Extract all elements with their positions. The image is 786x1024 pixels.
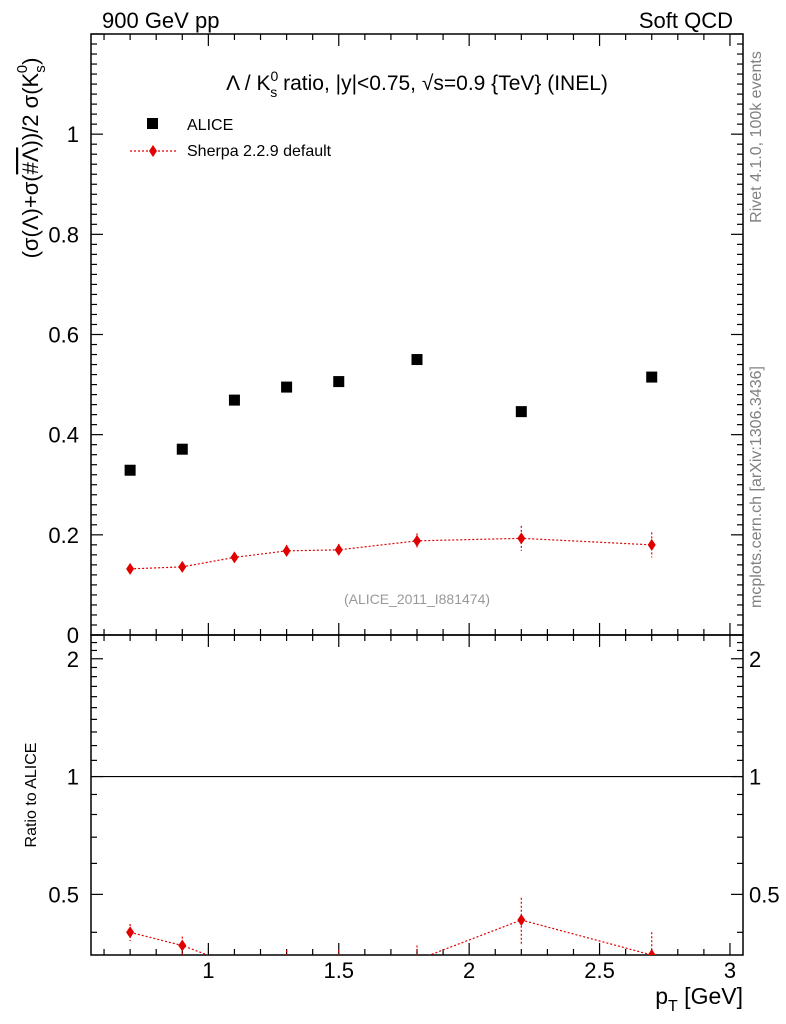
x-axis-label: pT [GeV] [655,983,743,1015]
sherpa-point [413,534,421,547]
legend-label-sherpa: Sherpa 2.2.9 default [187,143,332,160]
sherpa-ratio-point [126,926,135,939]
y-tick-label: 0.8 [48,222,79,247]
xlabel-sub: T [668,998,678,1015]
sherpa-point [230,551,239,564]
x-tick-label: 1.5 [323,958,354,983]
sherpa-point [282,544,291,557]
ylabel-part-d: ) [18,58,43,65]
title-sup: 0 [270,68,278,84]
title-sub: s [270,84,277,100]
legend: ALICE Sherpa 2.2.9 default [130,117,332,160]
x-tick-label: 2.5 [584,958,615,983]
main-y-axis-label: (σ(Λ)+σ(#Λ))/2 σ(Ks0) [14,58,49,259]
title-sqrt: √ [422,72,434,95]
ratio-y-tick-labels: 0.5 0.5 1 1 2 2 [48,647,779,908]
sherpa-ratio-point [517,914,526,927]
header-right: Soft QCD [639,8,733,33]
alice-point [411,354,423,366]
x-tick-label: 2 [463,958,475,983]
xlabel-p: p [655,983,668,1009]
sherpa-point [178,560,187,573]
ratio-y-tick-label-left: 1 [67,765,79,790]
y-tick-label: 0.6 [48,323,79,348]
sherpa-ratio-point [178,939,187,952]
sherpa-point [334,543,343,556]
sherpa-ratio-point [647,949,656,955]
x-tick-labels: 1 1.5 2 2.5 3 [202,958,736,983]
alice-point [515,406,527,418]
sherpa-ratio-point [338,953,340,955]
ylabel-part-a: (σ(Λ)+σ( [18,174,43,259]
ratio-y-tick-label-left: 0.5 [48,882,79,907]
main-axis-ticks [91,33,743,636]
ylabel-sub: s [32,65,49,73]
chart-title: Λ / K0 s ratio, |y|<0.75, √s=0.9 {TeV} (I… [226,68,608,100]
title-part-lambda: Λ / K [226,72,270,95]
x-tick-label: 3 [724,958,736,983]
sherpa-ratio-point [416,953,418,955]
sherpa-ratio-line [129,919,652,955]
alice-point [176,443,188,455]
legend-marker-sherpa [149,145,157,157]
alice-point [333,376,345,388]
mcplots-label: mcplots.cern.ch [arXiv:1306.3436] [748,366,765,608]
ratio-y-tick-label-left: 2 [67,647,79,672]
sherpa-ratio-point [285,953,288,955]
ratio-axis-ticks [91,635,743,955]
xlabel-rest: [GeV] [678,983,743,1009]
y-tick-label: 0 [67,623,79,648]
ylabel-part-c: ))/2 σ(K [18,72,43,147]
main-y-tick-labels: 0 0.2 0.4 0.6 0.8 1 [48,122,79,648]
sherpa-point [126,562,135,575]
main-data-layer [124,354,658,575]
ratio-y-axis-label: Ratio to ALICE [23,743,40,848]
x-tick-label: 1 [202,958,214,983]
title-part-rest1: ratio, |y|<0.75, [277,72,422,95]
ylabel-sup: 0 [14,65,31,73]
ratio-y-tick-label-right: 2 [749,647,761,672]
ratio-panel-frame [90,634,744,956]
y-tick-label: 0.2 [48,523,79,548]
alice-point [228,394,240,406]
ratio-y-tick-label-right: 0.5 [749,882,780,907]
alice-point [646,371,658,383]
analysis-watermark: (ALICE_2011_I881474) [344,591,490,607]
legend-label-alice: ALICE [187,117,233,134]
title-part-rest2: s=0.9 {TeV} (INEL) [433,72,608,95]
sherpa-line [130,537,652,570]
alice-point [124,464,136,476]
sherpa-point [517,532,526,545]
alice-point [281,381,293,393]
ylabel-part-b: #Λ [18,147,43,174]
y-tick-label: 0.4 [48,423,79,448]
rivet-label: Rivet 4.1.0, 100k events [748,51,765,223]
sherpa-ratio-point [230,959,238,971]
ratio-y-tick-label-right: 1 [749,765,761,790]
ratio-data-layer [126,897,656,971]
sherpa-point [647,538,656,551]
y-tick-label: 1 [67,122,79,147]
legend-marker-alice [147,118,158,129]
header-left: 900 GeV pp [102,8,219,33]
